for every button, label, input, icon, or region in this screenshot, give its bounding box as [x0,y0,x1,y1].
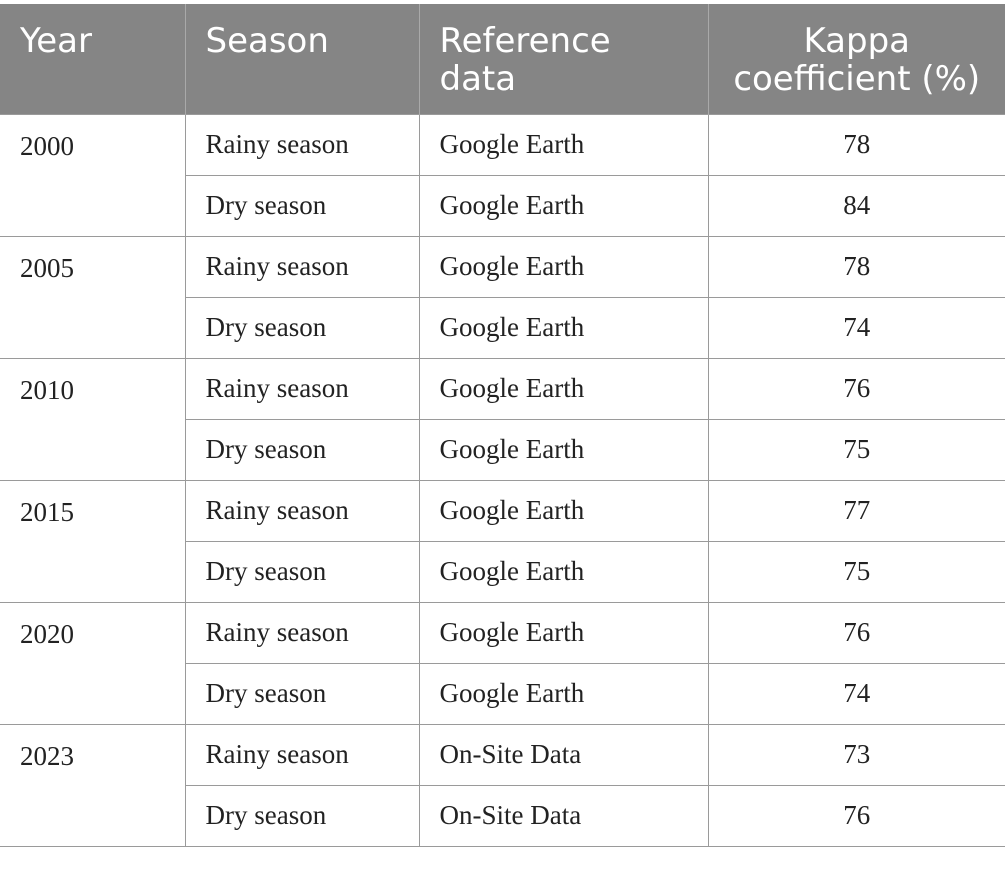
kappa-cell: 76 [707,601,1005,664]
reference-cell: Google Earth [418,601,709,664]
season-cell: Rainy season [184,113,420,176]
kappa-cell: 75 [707,418,1005,481]
kappa-cell: 74 [707,296,1005,359]
season-cell: Dry season [184,540,420,603]
table-row: Dry season On-Site Data 76 [0,784,1005,847]
season-cell: Dry season [184,174,420,237]
kappa-cell: 75 [707,540,1005,603]
year-cell: 2000 [0,113,186,237]
header-row: Year Season Reference data Kappa coefficie… [0,4,1005,114]
reference-cell: Google Earth [418,540,709,603]
season-cell: Rainy season [184,357,420,420]
reference-cell: Google Earth [418,235,709,298]
table-row: Dry season Google Earth 74 [0,296,1005,359]
table-row: 2005 Rainy season Google Earth 78 [0,235,1005,359]
season-cell: Dry season [184,662,420,725]
reference-cell: Google Earth [418,174,709,237]
reference-cell: On-Site Data [418,784,709,847]
kappa-cell: 84 [707,174,1005,237]
table-row: 2000 Rainy season Google Earth 78 [0,113,1005,237]
header-kappa-coefficient: Kappa coefficient (%) [707,4,1005,114]
table-row: Dry season Google Earth 84 [0,174,1005,237]
season-cell: Rainy season [184,235,420,298]
kappa-coefficient-table: Year Season Reference data Kappa coefficie… [0,4,1005,847]
year-cell: 2010 [0,357,186,481]
season-cell: Rainy season [184,479,420,542]
kappa-cell: 74 [707,662,1005,725]
season-cell: Dry season [184,296,420,359]
reference-cell: Google Earth [418,479,709,542]
table-row: 2015 Rainy season Google Earth 77 [0,479,1005,603]
season-cell: Dry season [184,784,420,847]
table-row: Dry season Google Earth 75 [0,418,1005,481]
kappa-cell: 76 [707,357,1005,420]
reference-cell: Google Earth [418,418,709,481]
year-cell: 2023 [0,723,186,847]
year-cell: 2020 [0,601,186,725]
season-cell: Rainy season [184,723,420,786]
kappa-cell: 78 [707,113,1005,176]
table-row: 2010 Rainy season Google Earth 76 [0,357,1005,481]
table-header: Year Season Reference data Kappa coefficie… [0,4,1005,114]
kappa-cell: 77 [707,479,1005,542]
header-season: Season [184,4,419,114]
header-reference-data: Reference data [418,4,708,114]
header-year: Year [0,4,185,114]
kappa-cell: 73 [707,723,1005,786]
season-cell: Rainy season [184,601,420,664]
table-body: 2000 Rainy season Google Earth 78 Dry se… [0,113,1005,847]
reference-cell: Google Earth [418,296,709,359]
reference-cell: On-Site Data [418,723,709,786]
year-cell: 2005 [0,235,186,359]
table-row: 2023 Rainy season On-Site Data 73 [0,723,1005,847]
kappa-cell: 76 [707,784,1005,847]
year-cell: 2015 [0,479,186,603]
reference-cell: Google Earth [418,357,709,420]
kappa-cell: 78 [707,235,1005,298]
reference-cell: Google Earth [418,662,709,725]
reference-cell: Google Earth [418,113,709,176]
table-row: Dry season Google Earth 75 [0,540,1005,603]
table-row: 2020 Rainy season Google Earth 76 [0,601,1005,725]
season-cell: Dry season [184,418,420,481]
